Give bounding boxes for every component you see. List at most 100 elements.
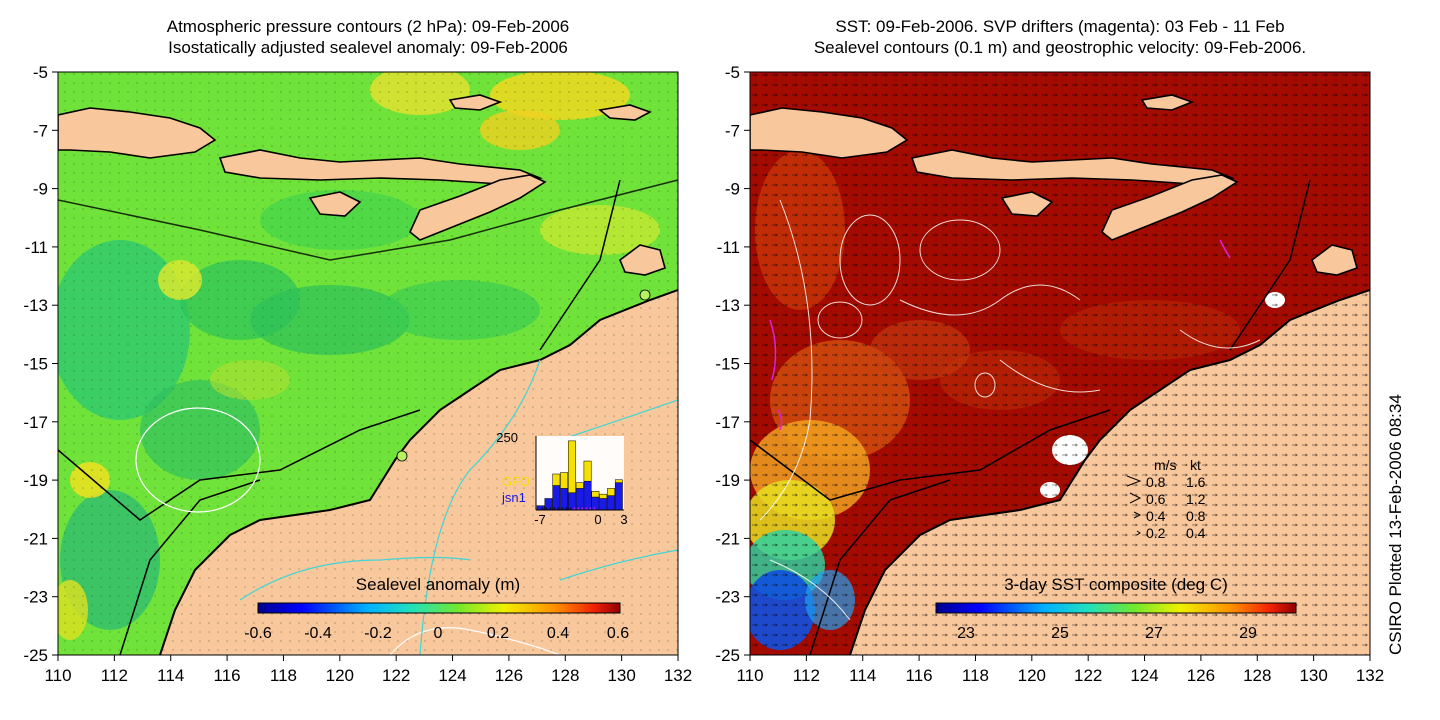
left-xtick-label: 118 — [270, 666, 297, 685]
sst-tick-label: 25 — [1051, 625, 1069, 642]
right-ytick-label: -15 — [715, 355, 740, 374]
left-ytick-label: -11 — [25, 238, 48, 257]
left-map-axes: 110 112 114 116 118 120 122 124 126 128 130 132 -5 -7… — [23, 63, 692, 685]
inset-bar-jsn1 — [583, 480, 592, 511]
left-ytick-label: -23 — [23, 588, 48, 607]
right-xtick-label: 112 — [793, 666, 820, 685]
right-xtick-label: 110 — [736, 666, 763, 685]
right-coastline — [849, 289, 1370, 655]
sla-colorbar: Sealevel anomaly (m) -0.6 -0.4 -0.2 0 0.2 0.4… — [244, 575, 629, 642]
left-panel-title: Atmospheric pressure contours (2 hPa): 0… — [58, 16, 678, 58]
velocity-row-0-ms: 0.8 — [1146, 474, 1166, 490]
velocity-legend-header-ms: m/s — [1154, 457, 1177, 473]
sst-colorbar-label: 3-day SST composite (deg C) — [1004, 575, 1228, 594]
right-xtick-label: 132 — [1356, 666, 1384, 685]
right-map-axes: 110 112 114 116 118 120 122 124 126 128 130 132 -5 -7… — [715, 63, 1384, 685]
left-ytick-label: -5 — [33, 63, 48, 82]
left-xtick-label: 124 — [438, 666, 466, 685]
sla-tick-label: -0.4 — [304, 625, 332, 642]
right-ytick-label: -11 — [717, 238, 740, 257]
left-xtick-label: 110 — [44, 666, 71, 685]
right-title-line2: Sealevel contours (0.1 m) and geostrophi… — [813, 38, 1307, 57]
java-island-left — [58, 107, 217, 159]
plot-credit: CSIRO Plotted 13-Feb-2006 08:34 — [1386, 394, 1405, 655]
java-island-right — [750, 107, 909, 159]
right-ytick-label: -25 — [715, 646, 740, 665]
left-title-line2: Isostatically adjusted sealevel anomaly:… — [168, 38, 568, 57]
right-ytick-label: -21 — [715, 529, 740, 548]
tanimbar-right — [1311, 244, 1358, 276]
inset-bar-gfo — [599, 493, 608, 499]
inset-bar-jsn1 — [614, 482, 623, 511]
left-xtick-label: 132 — [664, 666, 692, 685]
inset-bar-gfo — [575, 482, 584, 489]
inset-bar-gfo — [607, 488, 615, 496]
velocity-row-1-kt: 1.2 — [1186, 491, 1206, 507]
timor-right — [1101, 174, 1239, 241]
sumba-right — [1000, 191, 1054, 217]
left-xtick-label: 128 — [551, 666, 579, 685]
left-xtick-label: 122 — [382, 666, 410, 685]
sst-colorbar-ticks: 23 25 27 29 — [957, 625, 1257, 642]
velocity-row-3-kt: 0.4 — [1186, 525, 1206, 541]
left-xtick-label: 126 — [495, 666, 523, 685]
left-ytick-label: -25 — [23, 646, 48, 665]
left-ytick-label: -19 — [23, 471, 48, 490]
velocity-row-2-ms: 0.4 — [1146, 508, 1166, 524]
right-ytick-label: -19 — [715, 471, 740, 490]
left-ytick-label: -9 — [33, 180, 48, 199]
velocity-row-0-kt: 1.6 — [1186, 474, 1206, 490]
right-xtick-label: 116 — [906, 666, 933, 685]
sealevel-map — [58, 72, 678, 655]
timor-left — [409, 174, 547, 241]
right-xtick-label: 128 — [1243, 666, 1271, 685]
left-xtick-label: 116 — [214, 666, 241, 685]
altimeter-histogram-inset: ************** 250 -7 0 3 GFO jsn1 — [496, 430, 627, 527]
right-ytick-label: -17 — [715, 413, 740, 432]
inset-bar-gfo — [560, 472, 569, 489]
sst-tick-label: 29 — [1239, 625, 1257, 642]
velocity-row-2-kt: 0.8 — [1186, 508, 1206, 524]
left-xtick-label: 130 — [607, 666, 635, 685]
inset-bars: ************** — [536, 440, 623, 514]
lesser-sunda-right — [910, 149, 1236, 185]
right-xtick-label: 126 — [1187, 666, 1215, 685]
left-title-line1: Atmospheric pressure contours (2 hPa): 0… — [166, 17, 570, 36]
inset-bar-gfo — [552, 473, 561, 486]
inset-xtick-2: 3 — [620, 512, 627, 527]
right-ytick-label: -23 — [715, 588, 740, 607]
sla-colorbar-ticks: -0.6 -0.4 -0.2 0 0.2 0.4 0.6 — [244, 625, 629, 642]
right-xtick-label: 124 — [1130, 666, 1158, 685]
sla-tick-label: -0.2 — [364, 625, 392, 642]
right-panel-title: SST: 09-Feb-2006. SVP drifters (magenta)… — [750, 16, 1370, 58]
sla-colorbar-label: Sealevel anomaly (m) — [356, 575, 520, 594]
inset-bar-gfo — [583, 460, 592, 482]
right-ytick-label: -9 — [725, 180, 740, 199]
left-ytick-label: -21 — [23, 529, 48, 548]
left-ytick-label: -15 — [23, 355, 48, 374]
right-ytick-label: -13 — [715, 296, 740, 315]
sla-tick-label: 0 — [434, 625, 443, 642]
inset-xtick-0: -7 — [534, 512, 546, 527]
left-coastline — [159, 289, 678, 655]
inset-legend-gfo: GFO — [502, 474, 530, 489]
velocity-legend: m/s kt 0.8 1.6 0.6 1.2 0.4 0.8 0.2 0.4 — [1126, 457, 1206, 541]
inset-legend-jsn1: jsn1 — [501, 490, 526, 505]
left-ytick-label: -17 — [23, 413, 48, 432]
sst-map — [750, 72, 1370, 655]
inset-bar-gfo — [591, 491, 600, 498]
sla-tick-label: 0.6 — [607, 625, 629, 642]
right-xtick-label: 130 — [1299, 666, 1327, 685]
right-xtick-label: 114 — [849, 666, 876, 685]
inset-ymax-label: 250 — [496, 430, 518, 445]
left-ytick-label: -7 — [33, 121, 48, 140]
inset-bar-jsn1 — [599, 498, 608, 511]
sumba-left — [308, 191, 362, 217]
right-ytick-label: -7 — [725, 121, 740, 140]
inset-bar-jsn1 — [607, 495, 615, 511]
tanimbar-left — [619, 244, 666, 276]
right-title-line1: SST: 09-Feb-2006. SVP drifters (magenta)… — [835, 17, 1285, 36]
left-ytick-label: -13 — [23, 296, 48, 315]
sst-colorbar: 3-day SST composite (deg C) 23 25 27 29 — [935, 575, 1297, 642]
